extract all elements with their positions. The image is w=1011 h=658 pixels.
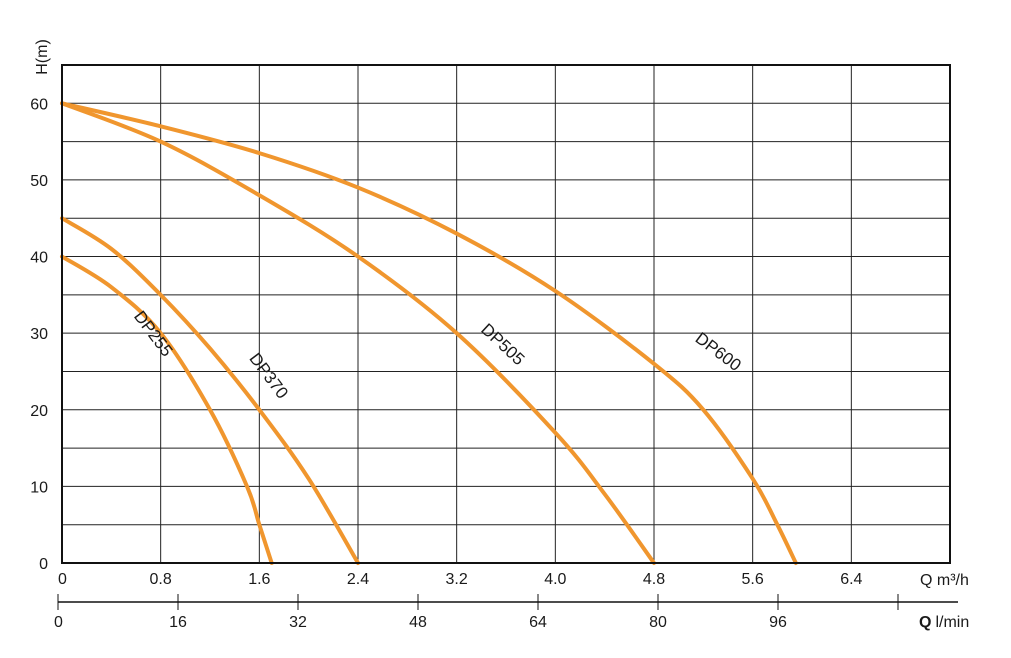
x2-tick-label: 0 xyxy=(54,614,63,631)
x2-tick-label: 48 xyxy=(409,614,427,631)
curve-dp505 xyxy=(60,101,656,565)
x2-axis-title-prefix: Q xyxy=(919,614,931,631)
x-tick-label: 0.8 xyxy=(150,571,172,588)
x-tick-label: 3.2 xyxy=(446,571,468,588)
curve-dp370 xyxy=(60,216,360,565)
curve-dp255 xyxy=(60,254,274,565)
curve-label-dp255: DP255 xyxy=(130,307,176,360)
x2-tick-label: 32 xyxy=(289,614,307,631)
x2-tick-label: 96 xyxy=(769,614,787,631)
grid xyxy=(62,65,950,563)
x-tick-label: 0 xyxy=(58,571,67,588)
x-axis-title: Q m³/h xyxy=(920,572,969,589)
y-tick-label: 60 xyxy=(30,96,48,113)
y-tick-label: 50 xyxy=(30,173,48,190)
y-tick-labels: 0 10 20 30 40 50 60 xyxy=(30,96,48,573)
x-tick-labels: 0 0.8 1.6 2.4 3.2 4.0 4.8 5.6 6.4 xyxy=(58,571,863,588)
x-tick-label: 4.8 xyxy=(643,571,665,588)
curve-label-dp600: DP600 xyxy=(692,329,745,375)
curve-label-dp370: DP370 xyxy=(245,349,291,402)
x-tick-label: 5.6 xyxy=(742,571,764,588)
x-tick-label: 6.4 xyxy=(840,571,862,588)
x-tick-label: 2.4 xyxy=(347,571,369,588)
y-axis-title: H(m) xyxy=(34,39,51,75)
y-tick-label: 10 xyxy=(30,479,48,496)
y-tick-label: 30 xyxy=(30,326,48,343)
secondary-x-axis: 0 16 32 48 64 80 96 xyxy=(54,594,958,631)
y-tick-label: 20 xyxy=(30,403,48,420)
pump-curves xyxy=(60,101,798,565)
x2-tick-label: 16 xyxy=(169,614,187,631)
x2-axis-title-unit: l/min xyxy=(935,614,969,631)
y-tick-label: 40 xyxy=(30,250,48,267)
x-tick-label: 4.0 xyxy=(544,571,566,588)
curve-dp600 xyxy=(60,101,798,565)
x2-tick-label: 64 xyxy=(529,614,547,631)
x2-tick-label: 80 xyxy=(649,614,667,631)
y-tick-label: 0 xyxy=(39,556,48,573)
plot-frame xyxy=(61,64,951,564)
x-tick-label: 1.6 xyxy=(248,571,270,588)
